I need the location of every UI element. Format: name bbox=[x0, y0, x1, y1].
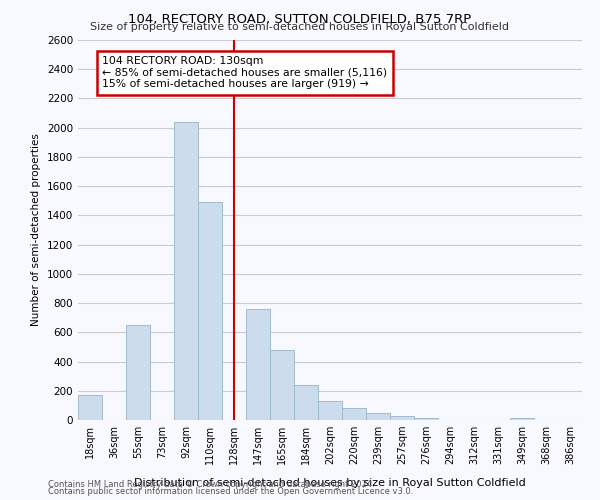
Text: Contains HM Land Registry data © Crown copyright and database right 2024.: Contains HM Land Registry data © Crown c… bbox=[48, 480, 374, 489]
X-axis label: Distribution of semi-detached houses by size in Royal Sutton Coldfield: Distribution of semi-detached houses by … bbox=[134, 478, 526, 488]
Bar bbox=[270, 350, 294, 420]
Text: Size of property relative to semi-detached houses in Royal Sutton Coldfield: Size of property relative to semi-detach… bbox=[91, 22, 509, 32]
Text: 104, RECTORY ROAD, SUTTON COLDFIELD, B75 7RP: 104, RECTORY ROAD, SUTTON COLDFIELD, B75… bbox=[128, 12, 472, 26]
Bar bbox=[342, 408, 366, 420]
Bar bbox=[78, 395, 102, 420]
Y-axis label: Number of semi-detached properties: Number of semi-detached properties bbox=[31, 134, 41, 326]
Bar bbox=[126, 325, 150, 420]
Bar bbox=[246, 309, 270, 420]
Bar bbox=[174, 122, 198, 420]
Bar bbox=[510, 418, 534, 420]
Bar bbox=[390, 416, 414, 420]
Bar bbox=[318, 401, 342, 420]
Bar bbox=[414, 418, 438, 420]
Bar bbox=[366, 412, 390, 420]
Bar bbox=[294, 385, 318, 420]
Bar bbox=[198, 202, 222, 420]
Text: 104 RECTORY ROAD: 130sqm
← 85% of semi-detached houses are smaller (5,116)
15% o: 104 RECTORY ROAD: 130sqm ← 85% of semi-d… bbox=[102, 56, 387, 90]
Text: Contains public sector information licensed under the Open Government Licence v3: Contains public sector information licen… bbox=[48, 487, 413, 496]
